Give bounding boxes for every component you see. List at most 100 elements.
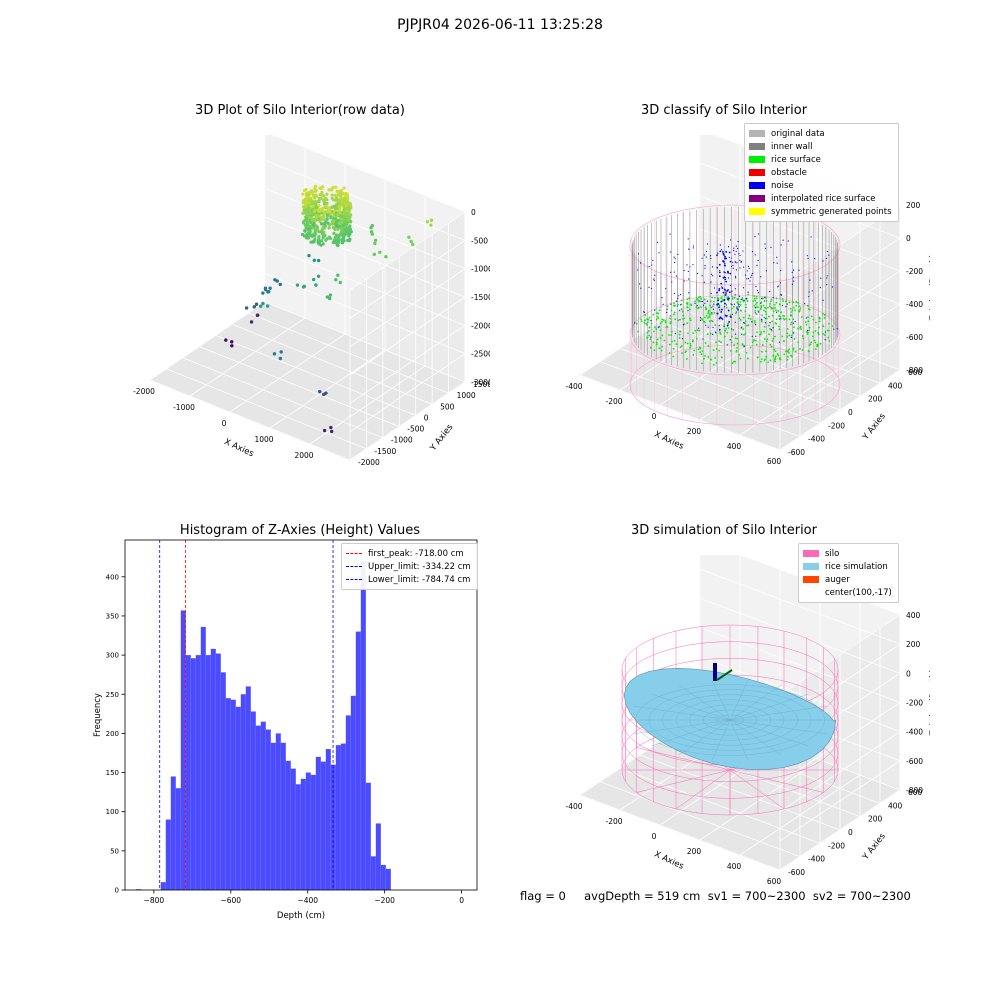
p2-noise-point xyxy=(745,306,747,308)
p2-rice-point xyxy=(770,298,773,301)
panel2-legend: original data inner wall rice surface obsta… xyxy=(744,123,899,222)
p2-noise-point xyxy=(669,315,671,317)
p2-noise-point xyxy=(721,249,723,251)
p4-ytick: -600 xyxy=(788,868,805,877)
p2-rice-point xyxy=(790,311,792,313)
p2-rice-point xyxy=(666,326,669,328)
histogram-bar xyxy=(280,742,286,890)
p2-noise-point xyxy=(736,306,738,308)
p2-noise-point xyxy=(754,235,756,238)
p1-point xyxy=(344,192,348,196)
p2-ztick: 0 xyxy=(906,234,911,243)
p2-rice-point xyxy=(693,349,696,352)
p2-rice-point xyxy=(692,354,695,356)
p3-ytick: 0 xyxy=(115,887,119,895)
p2-rice-point xyxy=(742,299,744,302)
p1-point xyxy=(342,204,346,208)
p2-rice-point xyxy=(730,341,733,344)
p2-rice-point xyxy=(686,298,689,300)
histogram-bar xyxy=(220,672,226,890)
p2-rice-point xyxy=(704,342,707,344)
p1-ytick: 0 xyxy=(424,413,429,422)
p2-rice-point xyxy=(783,353,786,356)
p1-point xyxy=(409,239,413,244)
p2-noise-point xyxy=(701,257,703,259)
p2-rice-point xyxy=(790,334,793,337)
p2-rice-point xyxy=(805,323,808,326)
p1-point xyxy=(347,209,351,213)
p3-xtick: −800 xyxy=(144,896,165,905)
p2-noise-point xyxy=(634,322,636,324)
histogram-bar xyxy=(260,721,266,890)
p2-noise-point xyxy=(710,257,712,259)
p2-rice-point xyxy=(635,322,638,325)
p2-rice-point xyxy=(681,352,683,355)
p1-point xyxy=(335,235,339,239)
p2-rice-point xyxy=(799,309,801,311)
p2-noise-point xyxy=(814,257,816,260)
p2-rice-point xyxy=(734,337,737,340)
p2-rice-point xyxy=(701,350,704,353)
p2-noise-point xyxy=(756,264,758,266)
p2-noise-point xyxy=(746,270,748,272)
p2-rice-point xyxy=(711,313,713,315)
p1-point xyxy=(316,258,321,263)
p2-noise-point xyxy=(820,277,822,279)
p2-noise-point xyxy=(666,308,668,310)
p2-noise-point xyxy=(764,243,766,245)
p1-point xyxy=(316,274,321,279)
p2-noise-point xyxy=(740,261,743,263)
panel4-title: 3D simulation of Silo Interior xyxy=(631,523,817,538)
p2-rice-point xyxy=(814,321,817,324)
p2-rice-point xyxy=(711,296,714,299)
p2-rice-point xyxy=(689,344,692,347)
p2-rice-point xyxy=(662,319,665,321)
p2-noise-point xyxy=(710,273,713,275)
p1-point xyxy=(331,198,336,202)
p2-rice-point xyxy=(770,300,772,303)
p2-rice-point xyxy=(792,347,795,350)
p4-surface-mesh xyxy=(678,684,731,721)
histogram-bar xyxy=(180,610,186,890)
p1-point xyxy=(378,250,382,254)
legend-swatch xyxy=(749,208,765,215)
p1-point xyxy=(335,238,339,242)
p2-rice-point xyxy=(753,304,756,307)
legend-swatch xyxy=(749,169,765,176)
p1-point xyxy=(331,185,335,190)
p1-point xyxy=(311,204,315,209)
p1-point xyxy=(332,231,336,235)
p2-noise-point xyxy=(706,243,709,245)
p2-noise-point xyxy=(723,264,726,267)
p2-noise-point xyxy=(751,251,754,253)
legend-swatch xyxy=(749,130,765,137)
p2-rice-point xyxy=(792,318,795,321)
p2-noise-point xyxy=(687,310,689,312)
histogram-bar xyxy=(285,760,291,890)
p2-rice-point xyxy=(679,330,682,333)
p2-rice-point xyxy=(729,349,732,352)
p2-rice-point xyxy=(698,329,701,332)
p2-noise-point xyxy=(805,317,807,319)
p2-rice-point xyxy=(802,337,805,340)
p4-ytick: 400 xyxy=(888,801,903,810)
p2-noise-point xyxy=(726,324,729,327)
histogram-bar xyxy=(185,655,191,890)
p2-noise-point xyxy=(810,236,812,238)
p2-rice-point xyxy=(777,354,780,357)
p2-rice-point xyxy=(753,320,756,322)
p2-rice-point xyxy=(779,303,781,306)
p2-rice-point xyxy=(658,309,661,312)
p2-rice-point xyxy=(817,344,820,347)
p2-rice-point xyxy=(745,324,748,327)
p2-rice-point xyxy=(729,314,732,316)
p2-rice-point xyxy=(787,355,789,358)
p2-noise-point xyxy=(747,278,750,280)
p1-ylabel: Y Axies xyxy=(428,422,456,454)
p2-rice-point xyxy=(823,313,826,316)
p1-point xyxy=(329,212,333,216)
p2-noise-point xyxy=(716,291,718,294)
p2-rice-point xyxy=(710,306,713,309)
p1-points xyxy=(224,184,434,434)
p2-rice-point xyxy=(733,344,735,346)
